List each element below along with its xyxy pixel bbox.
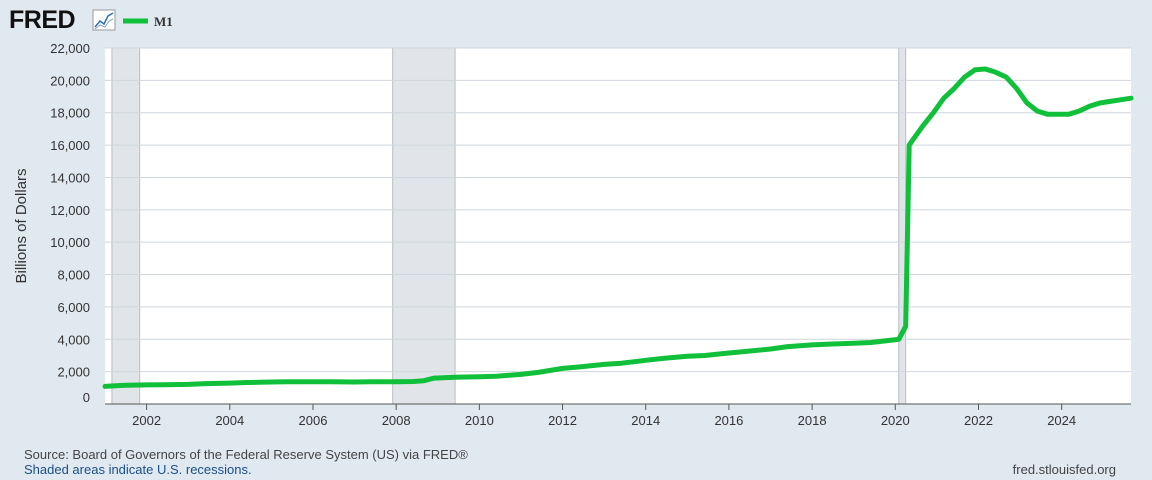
x-tick-11: 2024 <box>1047 413 1076 428</box>
y-tick-2: 4,000 <box>57 332 90 347</box>
recession-band-1 <box>392 47 456 405</box>
site-link[interactable]: fred.stlouisfed.org <box>1012 462 1116 477</box>
y-tick-7: 14,000 <box>50 170 90 185</box>
recession-band-2 <box>898 47 907 405</box>
source-note: Source: Board of Governors of the Federa… <box>24 447 468 462</box>
logo-mark-icon <box>92 9 116 31</box>
recession-band-0 <box>111 47 141 405</box>
x-tick-2: 2006 <box>299 413 328 428</box>
legend: M1 <box>123 14 173 29</box>
x-tick-0: 2002 <box>132 413 161 428</box>
x-tick-1: 2004 <box>215 413 244 428</box>
x-tick-3: 2008 <box>382 413 411 428</box>
y-tick-1: 2,000 <box>57 365 90 380</box>
y-tick-5: 10,000 <box>50 235 90 250</box>
x-tick-8: 2018 <box>798 413 827 428</box>
x-tick-6: 2014 <box>631 413 660 428</box>
y-tick-0: 0 <box>83 390 90 405</box>
y-axis-label: Billions of Dollars <box>13 168 30 283</box>
y-tick-8: 16,000 <box>50 138 90 153</box>
recession-note[interactable]: Shaded areas indicate U.S. recessions. <box>24 462 252 477</box>
y-tick-9: 18,000 <box>50 106 90 121</box>
y-tick-10: 20,000 <box>50 73 90 88</box>
x-tick-7: 2016 <box>714 413 743 428</box>
series-line-m1 <box>102 66 1134 389</box>
y-tick-3: 6,000 <box>57 300 90 315</box>
y-tick-11: 22,000 <box>50 41 90 56</box>
y-tick-6: 12,000 <box>50 203 90 218</box>
x-tick-9: 2020 <box>881 413 910 428</box>
x-tick-5: 2012 <box>548 413 577 428</box>
x-tick-10: 2022 <box>964 413 993 428</box>
legend-label-m1: M1 <box>154 14 173 29</box>
plot-area <box>105 48 1131 404</box>
fred-logo: FRED <box>9 6 76 34</box>
y-tick-4: 8,000 <box>57 268 90 283</box>
x-tick-4: 2010 <box>465 413 494 428</box>
